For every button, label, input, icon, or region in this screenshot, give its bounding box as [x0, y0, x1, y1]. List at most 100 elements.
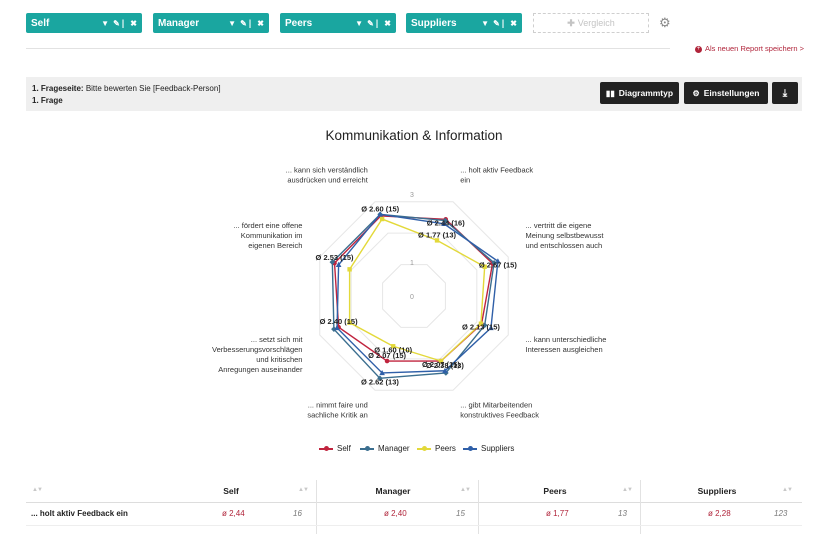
cell-average: ø 2,44 [222, 509, 245, 518]
axis-label: eigenen Bereich [248, 241, 302, 250]
edit-icon[interactable]: ✎ [493, 18, 500, 28]
legend-item-peers[interactable]: Peers [417, 444, 456, 453]
close-icon[interactable]: ✖ [384, 18, 391, 28]
filter-self[interactable]: Self ▼ ✎ | ✖ [26, 13, 142, 33]
edit-icon[interactable]: ✎ [240, 18, 247, 28]
data-point-manager [377, 375, 383, 382]
series-line-self [333, 215, 494, 362]
edit-icon[interactable]: ✎ [367, 18, 374, 28]
data-point-suppliers [334, 324, 340, 331]
column-header: Peers [543, 486, 567, 496]
download-button[interactable]: ⤓ [772, 82, 798, 104]
data-label: Ø 2.38 (13) [426, 361, 464, 370]
close-icon[interactable]: ✖ [510, 18, 517, 28]
page-info: 1. Frageseite: Bitte bewerten Sie [Feedb… [32, 84, 221, 93]
filter-label: Self [31, 17, 50, 29]
axis-label: ... gibt Mitarbeitenden [460, 401, 532, 410]
column-divider [478, 480, 479, 534]
question-toolbar: 1. Frageseite: Bitte bewerten Sie [Feedb… [26, 77, 802, 111]
legend-label: Suppliers [481, 444, 515, 453]
question-label: 1. Frage [32, 96, 63, 105]
tick-label: 1 [410, 260, 414, 267]
axis-label: und entschlossen auch [526, 241, 603, 250]
axis-label: Kommunikation im [241, 231, 303, 240]
axis-label: ... nimmt faire und [308, 401, 368, 410]
close-icon[interactable]: ✖ [130, 18, 137, 28]
sort-icon[interactable]: ▲▼ [782, 487, 793, 493]
filter-peers[interactable]: Peers ▼ ✎ | ✖ [280, 13, 396, 33]
column-divider [316, 480, 317, 534]
gear-icon[interactable]: ⚙ [659, 15, 671, 30]
sort-icon[interactable]: ▲▼ [460, 487, 471, 493]
bar-chart-icon: ▮▮ [605, 88, 615, 98]
sort-icon[interactable]: ▲▼ [298, 487, 309, 493]
legend-swatch [319, 445, 333, 451]
data-point-suppliers [488, 324, 494, 331]
data-point-manager [329, 259, 336, 265]
chevron-down-icon[interactable]: ▼ [355, 18, 364, 28]
axis-label: ... setzt sich mit [251, 335, 304, 344]
add-compare-button[interactable]: ✚ Vergleich [533, 13, 649, 33]
axis-label: Anregungen auseinander [218, 365, 303, 374]
data-point-suppliers [379, 369, 385, 376]
data-label: Ø 2.07 (15) [368, 351, 406, 360]
grid-ring [319, 201, 509, 391]
axis-label: ... kann unterschiedliche [526, 335, 607, 344]
data-point-peers [434, 238, 440, 243]
data-point-suppliers [335, 261, 342, 267]
chart-title: Kommunikation & Information [325, 128, 503, 143]
chevron-down-icon[interactable]: ▼ [228, 18, 237, 28]
data-point-peers [379, 216, 385, 222]
filter-suppliers[interactable]: Suppliers ▼ ✎ | ✖ [406, 13, 522, 33]
sort-icon[interactable]: ▲▼ [622, 487, 633, 493]
legend-label: Manager [378, 444, 410, 453]
close-icon[interactable]: ✖ [257, 18, 264, 28]
data-point-manager [481, 322, 488, 329]
chevron-down-icon[interactable]: ▼ [101, 18, 110, 28]
axis-label: ... vertritt die eigene [526, 221, 592, 230]
grid-ring [350, 232, 478, 360]
data-point-peers [347, 267, 352, 272]
edit-icon[interactable]: ✎ [113, 18, 120, 28]
chart-type-button[interactable]: ▮▮ Diagrammtyp [600, 82, 679, 104]
column-divider [640, 480, 641, 534]
page-prefix: 1. Frageseite: [32, 84, 84, 93]
axis-label: Meinung selbstbewusst [526, 231, 605, 240]
data-label: Ø 2.67 (15) [479, 260, 517, 269]
separator: | [501, 18, 505, 28]
download-icon: ⤓ [782, 87, 788, 99]
axis-label: ... holt aktiv Feedback [460, 165, 533, 174]
data-label: Ø 2.40 (15) [320, 317, 358, 326]
cell-count: 16 [293, 509, 302, 518]
axis-label: ausdrücken und erreicht [287, 175, 368, 184]
cell-average: ø 1,77 [546, 509, 569, 518]
plus-icon: ✚ [567, 17, 575, 28]
data-point-peers [347, 320, 352, 325]
filter-manager[interactable]: Manager ▼ ✎ | ✖ [153, 13, 269, 33]
axis-label: sachliche Kritik an [307, 411, 367, 420]
separator: | [248, 18, 252, 28]
column-header: Suppliers [697, 486, 737, 496]
data-label: Ø 2.60 (15) [361, 204, 399, 213]
legend-item-suppliers[interactable]: Suppliers [463, 444, 514, 453]
data-point-self [384, 358, 390, 364]
legend-item-self[interactable]: Self [319, 444, 351, 453]
axis-label: ein [460, 175, 470, 184]
cell-count: 15 [456, 509, 465, 518]
chevron-down-icon[interactable]: ▼ [481, 18, 490, 28]
sort-icon[interactable]: ▲▼ [32, 487, 43, 493]
save-report-link[interactable]: + Als neuen Report speichern > [695, 44, 804, 53]
data-point-suppliers [442, 367, 448, 373]
separator: | [121, 18, 125, 28]
tick-label: 3 [410, 192, 414, 199]
axis-label: ... fördert eine offene [233, 221, 302, 230]
column-header: Self [223, 486, 239, 496]
legend-swatch [463, 445, 477, 451]
filter-label: Manager [158, 17, 200, 29]
data-label: Ø 2.62 (13) [361, 377, 399, 386]
settings-button[interactable]: ⚙ Einstellungen [684, 82, 768, 104]
axis-label: Interessen ausgleichen [526, 345, 603, 354]
gear-icon: ⚙ [692, 88, 700, 98]
axis-label: konstruktives Feedback [460, 411, 539, 420]
legend-item-manager[interactable]: Manager [360, 444, 410, 453]
